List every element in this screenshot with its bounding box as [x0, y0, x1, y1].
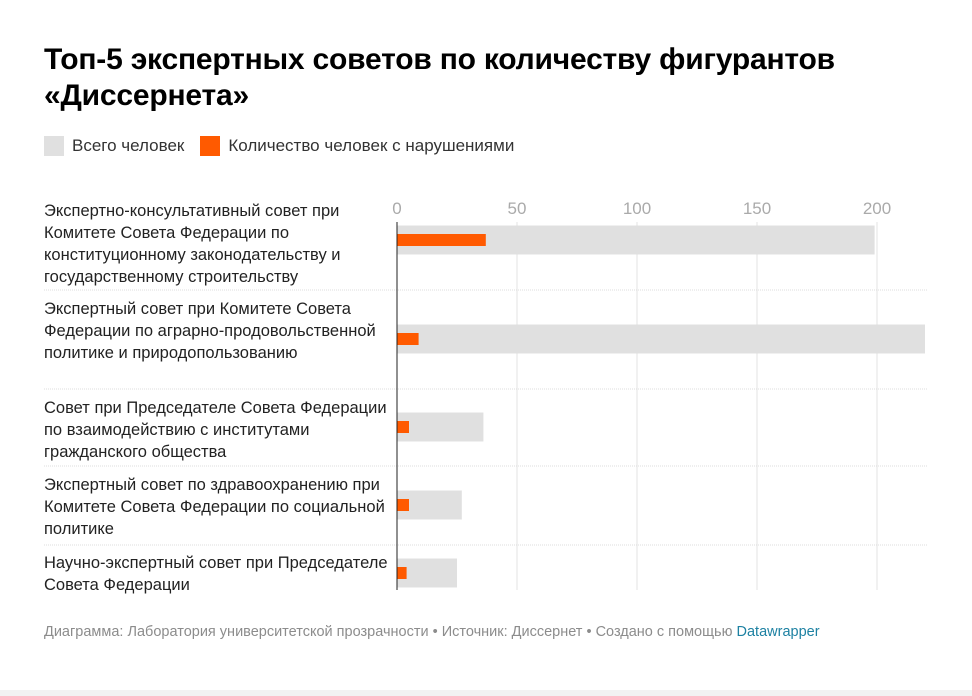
- legend-swatch-total: [44, 136, 64, 156]
- x-tick-label-0: 0: [392, 199, 401, 218]
- bar-total-2: [397, 324, 925, 354]
- bar-total-3: [397, 412, 484, 442]
- bar-violations-1: [397, 234, 486, 246]
- x-tick-label-50: 50: [508, 199, 527, 218]
- bottom-bar: [0, 690, 972, 696]
- x-tick-label-100: 100: [623, 199, 651, 218]
- legend-item-violations: Количество человек с нарушениями: [200, 136, 514, 156]
- bar-violations-2: [397, 333, 419, 345]
- bar-violations-5: [397, 567, 407, 579]
- x-tick-label-200: 200: [863, 199, 891, 218]
- footer-credits: Диаграмма: Лаборатория университетской п…: [44, 624, 737, 640]
- legend-item-total: Всего человек: [44, 136, 184, 156]
- footer-brand-link[interactable]: Datawrapper: [736, 624, 820, 640]
- legend-label-total: Всего человек: [72, 136, 185, 155]
- row-label-5: Научно-экспертный совет при Председателе…: [44, 554, 388, 594]
- row-label-4: Экспертный совет по здравоохранению при …: [44, 476, 385, 538]
- chart-title: Топ-5 экспертных советов по количеству ф…: [44, 43, 835, 112]
- row-label-2: Экспертный совет при Комитете Совета Фед…: [44, 300, 376, 362]
- bar-total-5: [397, 558, 457, 588]
- bar-violations-4: [397, 499, 409, 511]
- bar-violations-3: [397, 421, 409, 433]
- legend-swatch-violations: [200, 136, 221, 156]
- legend: Всего человек Количество человек с наруш…: [44, 134, 530, 158]
- footer: Диаграмма: Лаборатория университетской п…: [44, 624, 820, 640]
- x-tick-label-150: 150: [743, 199, 771, 218]
- row-label-3: Совет при Председателе Совета Федерации …: [44, 399, 387, 461]
- row-label-1: Экспертно-консультативный совет при Коми…: [44, 202, 341, 286]
- legend-label-violations: Количество человек с нарушениями: [228, 136, 515, 155]
